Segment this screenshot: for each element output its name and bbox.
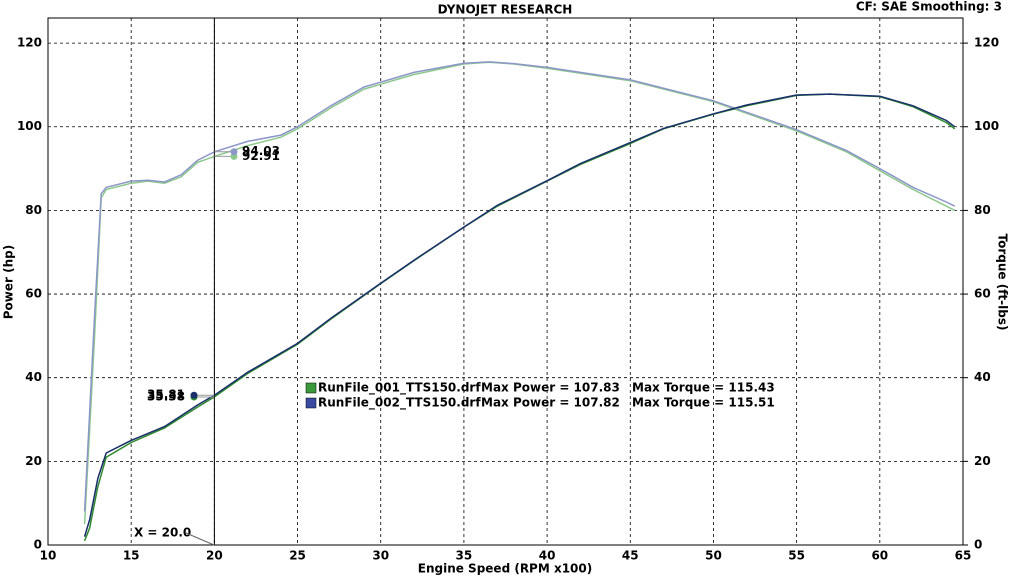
cursor-label: X = 20.0: [134, 526, 191, 540]
cursor-leader: [185, 532, 215, 546]
y2-tick-label: 60: [974, 287, 991, 301]
power-line: [83, 93, 956, 537]
x-tick-label: 20: [206, 549, 223, 563]
x-tick-label: 45: [622, 549, 639, 563]
cursor-value: 35.81: [147, 388, 185, 402]
x-tick-label: 60: [871, 549, 888, 563]
legend-name: RunFile_001_TTS150.drf: [318, 381, 481, 396]
y-tick-label: 100: [17, 119, 42, 133]
y2-tick-label: 120: [974, 36, 999, 50]
legend-swatch: [305, 382, 317, 394]
y2-tick-label: 100: [974, 119, 999, 133]
y-tick-label: 120: [17, 36, 42, 50]
y2-axis-label: Torque (ft-lbs): [996, 234, 1010, 331]
legend-max-torque: Max Torque = 115.51: [632, 396, 775, 410]
legend-max-power: Max Power = 107.82: [481, 396, 620, 410]
x-tick-label: 40: [539, 549, 556, 563]
y-tick-label: 80: [25, 203, 42, 217]
x-axis-label: Engine Speed (RPM x100): [418, 562, 593, 576]
chart-title: DYNOJET RESEARCH: [438, 3, 573, 17]
y-tick-label: 60: [25, 287, 42, 301]
legend-name: RunFile_002_TTS150.drf: [318, 396, 481, 411]
y-tick-label: 40: [25, 370, 42, 384]
torque-line: [83, 61, 956, 525]
x-tick-label: 50: [705, 549, 722, 563]
cursor-value: 94.03: [242, 144, 280, 158]
x-tick-label: 30: [372, 549, 389, 563]
chart-subtitle: CF: SAE Smoothing: 3: [856, 0, 1002, 14]
legend-max-torque: Max Torque = 115.43: [632, 381, 775, 395]
x-tick-label: 15: [123, 549, 140, 563]
y2-tick-label: 20: [974, 454, 991, 468]
x-tick-label: 10: [40, 549, 57, 563]
x-tick-label: 65: [955, 549, 972, 563]
y-axis-label: Power (hp): [2, 245, 16, 319]
cursor-value: 92.91: [242, 149, 280, 163]
torque-line: [83, 61, 956, 512]
legend-max-power: Max Power = 107.83: [481, 381, 620, 395]
plot-area: [47, 17, 964, 546]
x-tick-label: 55: [788, 549, 805, 563]
x-tick-label: 35: [456, 549, 473, 563]
cursor-dot: [190, 391, 198, 399]
y2-tick-label: 40: [974, 370, 991, 384]
x-tick-label: 25: [289, 549, 306, 563]
y-tick-label: 0: [34, 538, 42, 552]
cursor-value: 35.38: [147, 390, 185, 404]
legend-swatch: [305, 397, 317, 409]
y-tick-label: 20: [25, 454, 42, 468]
cursor-dot: [230, 148, 238, 156]
y2-tick-label: 0: [974, 538, 982, 552]
y2-tick-label: 80: [974, 203, 991, 217]
